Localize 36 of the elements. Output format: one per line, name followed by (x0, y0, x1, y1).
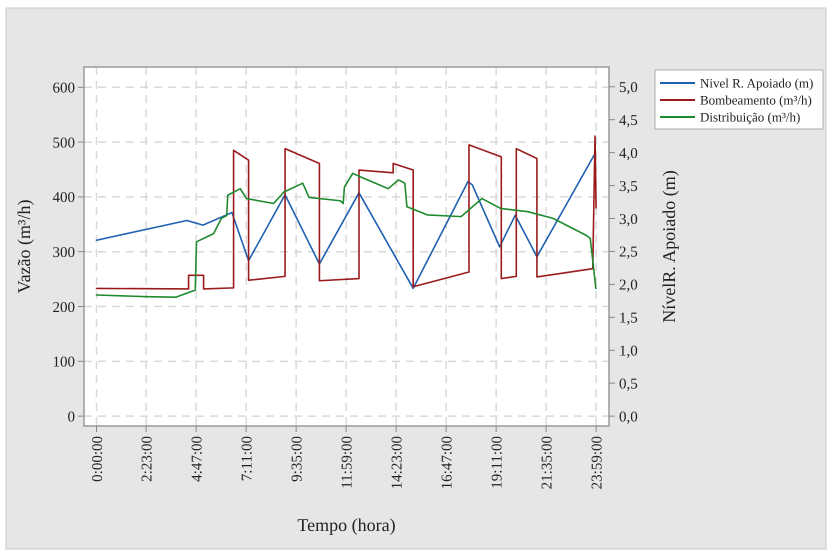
y-tick-label: 0 (68, 409, 75, 426)
x-tick-label: 7:11:00 (239, 436, 256, 482)
legend-label: Bombeamento (m³/h) (700, 92, 812, 108)
x-tick-label: 21:35:00 (539, 436, 556, 490)
y2-tick-label: 4,5 (619, 112, 638, 129)
x-tick-label: 4:47:00 (189, 436, 206, 482)
y-tick-label: 100 (52, 354, 75, 371)
y2-axis-title: NívelR. Apoiado (m) (659, 170, 679, 323)
y2-tick-label: 0,5 (619, 376, 638, 392)
x-tick-label: 11:59:00 (339, 436, 356, 489)
y-tick-label: 300 (52, 244, 75, 261)
x-tick-label: 23:59:00 (589, 436, 606, 490)
y2-tick-label: 5,0 (619, 80, 638, 96)
y2-tick-label: 3,0 (619, 212, 638, 228)
y-tick-label: 400 (52, 190, 75, 206)
x-tick-label: 16:47:00 (439, 436, 456, 490)
x-tick-label: 19:11:00 (489, 436, 506, 489)
y2-tick-label: 3,5 (619, 178, 638, 195)
y-tick-label: 500 (52, 135, 75, 152)
y-tick-label: 200 (52, 300, 75, 316)
y-tick-label: 600 (52, 80, 75, 97)
y2-tick-label: 2,5 (619, 244, 638, 261)
y2-tick-label: 4,0 (619, 146, 638, 162)
y2-tick-label: 0,0 (619, 409, 638, 426)
y2-tick-label: 1,0 (619, 344, 638, 360)
x-tick-label: 0:00:00 (90, 436, 106, 482)
y2-tick-label: 1,5 (619, 310, 638, 327)
x-tick-label: 9:35:00 (289, 436, 306, 482)
legend-label: Nivel R. Apoiado (m) (700, 76, 814, 91)
legend-label: Distribuição (m³/h) (700, 110, 800, 125)
x-tick-label: 14:23:00 (389, 436, 406, 490)
x-tick-label: 2:23:00 (139, 436, 156, 482)
x-axis-title: Tempo (hora) (297, 515, 396, 535)
y-axis-title: Vazão (m³/h) (14, 200, 34, 294)
y2-tick-label: 2,0 (619, 278, 638, 294)
line-series (96, 172, 597, 298)
